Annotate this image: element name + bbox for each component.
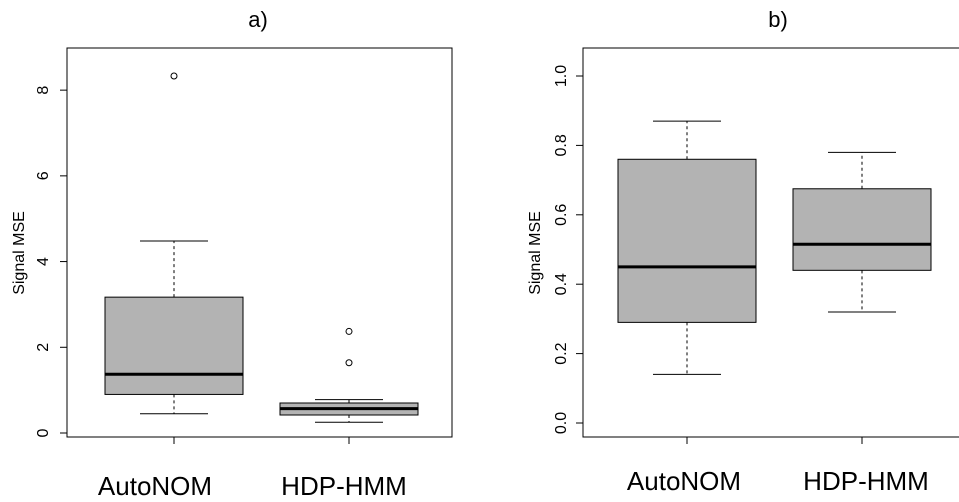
y-tick-label: 6	[35, 171, 52, 180]
x-tick-label: AutoNOM	[98, 471, 212, 501]
x-tick-label: AutoNOM	[627, 466, 741, 496]
y-tick-label: 0.0	[553, 412, 570, 434]
y-tick-label: 0.6	[553, 204, 570, 226]
y-tick-label: 2	[35, 343, 52, 352]
iqr-box	[617, 158, 757, 323]
y-tick-label: 0.2	[553, 342, 570, 364]
panel-a-y-axis: 0 2 4 6 8	[35, 86, 68, 437]
panel-b-y-axis: 0.0 0.2 0.4 0.6 0.8 1.0	[553, 65, 584, 434]
iqr-box	[792, 188, 932, 271]
y-tick-label: 0.4	[553, 273, 570, 295]
panel-a-x-axis: AutoNOM HDP-HMM	[98, 436, 407, 501]
box-hdp-hmm	[279, 327, 419, 423]
outlier-point	[345, 327, 353, 335]
panel-a-title: a)	[248, 7, 268, 32]
panel-b-ylabel: Signal MSE	[527, 211, 544, 295]
outlier-point	[345, 359, 353, 367]
panel-a: a) Signal MSE 0 2 4 6 8 AutoNOM HDP-HMM	[11, 7, 453, 501]
panel-a-ylabel: Signal MSE	[11, 211, 28, 295]
y-tick-label: 4	[35, 257, 52, 266]
y-tick-label: 1.0	[553, 65, 570, 87]
box-autonom	[104, 72, 244, 415]
panel-b: b) Signal MSE 0.0 0.2 0.4 0.6 0.8 1.0 AutoNOM…	[527, 7, 959, 496]
panel-b-boxes	[617, 120, 932, 375]
box-autonom	[617, 120, 757, 375]
panel-b-x-axis: AutoNOM HDP-HMM	[627, 436, 929, 496]
y-tick-label: 0.8	[553, 134, 570, 156]
y-tick-label: 8	[35, 86, 52, 95]
panel-a-boxes	[104, 72, 419, 423]
panel-b-title: b)	[768, 7, 788, 32]
iqr-box	[104, 296, 244, 395]
box-hdp-hmm	[792, 151, 932, 313]
y-tick-label: 0	[35, 428, 52, 437]
x-tick-label: HDP-HMM	[281, 471, 407, 501]
x-tick-label: HDP-HMM	[803, 466, 929, 496]
outlier-point	[170, 72, 178, 80]
